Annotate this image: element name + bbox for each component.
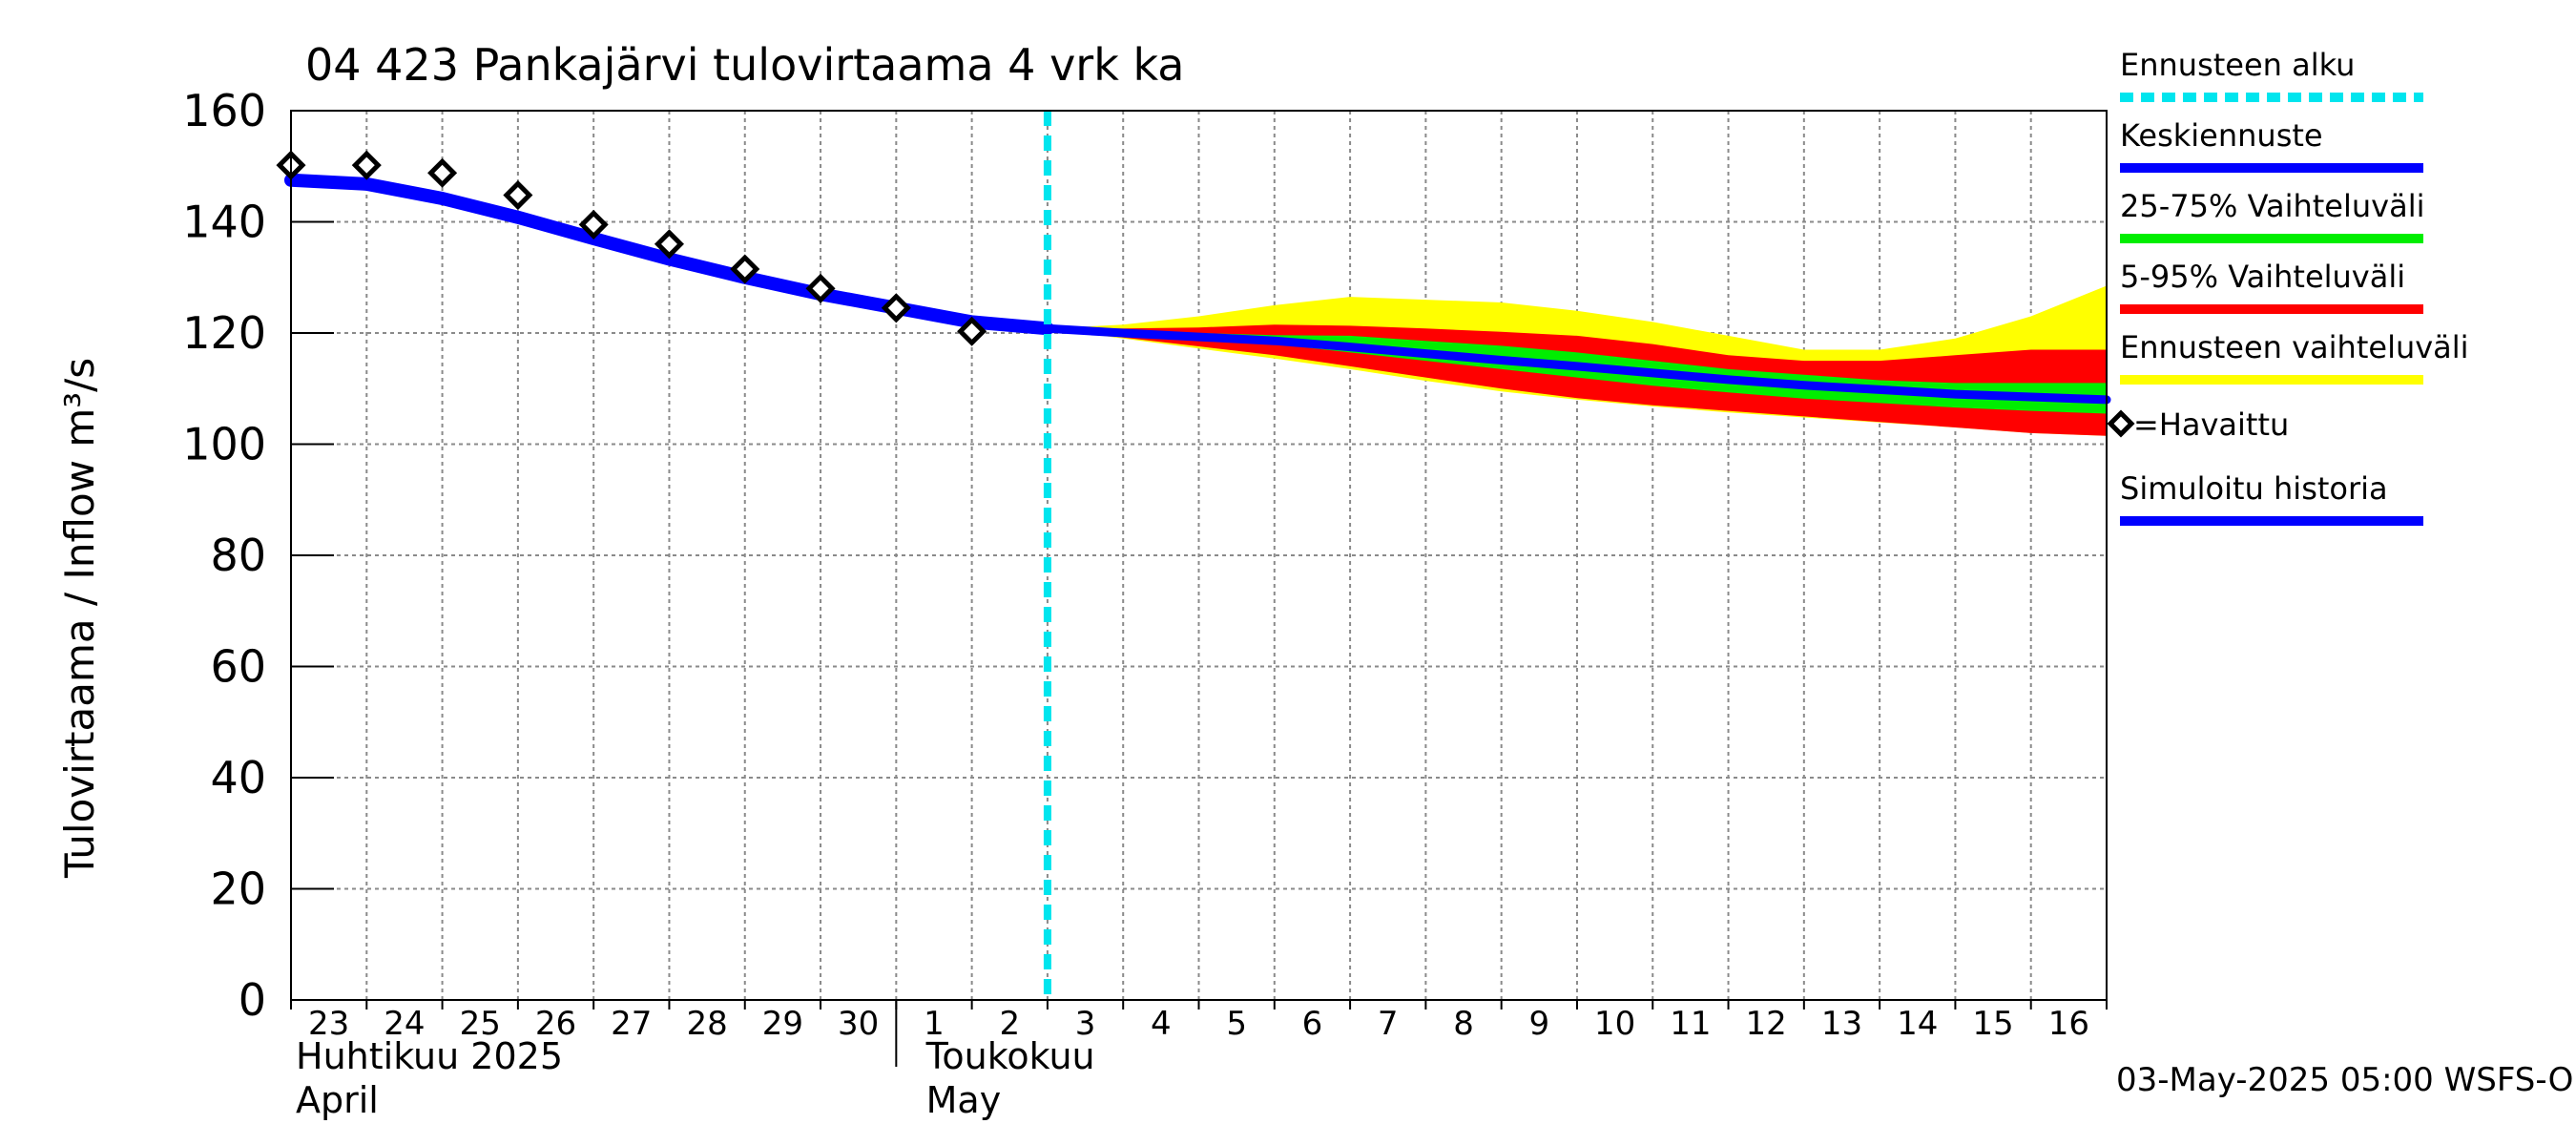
observed-point (578, 209, 609, 239)
plot-frame (290, 110, 2108, 1001)
month-label-fi: Toukokuu (925, 1035, 1095, 1077)
x-tick-label: 9 (1528, 1005, 1549, 1043)
grid (291, 110, 2107, 1000)
legend-label: 25-75% Vaihteluväli (2120, 188, 2424, 224)
month-label-en: April (296, 1079, 379, 1121)
x-tick-label: 1 (924, 1005, 945, 1043)
y-tick-label: 160 (182, 85, 266, 136)
month-label-en: May (926, 1079, 1002, 1121)
y-tick-label: 140 (182, 197, 266, 248)
observed-point (503, 180, 533, 211)
band-25-75 (1047, 328, 2107, 414)
observed-point (957, 316, 987, 346)
legend-label: Ennusteen alku (2120, 47, 2355, 83)
legend-label: Ennusteen vaihteluväli (2120, 329, 2469, 365)
x-tick-label: 16 (2048, 1005, 2089, 1043)
band-5-95 (1047, 324, 2107, 436)
x-tick-label: 11 (1670, 1005, 1711, 1043)
x-tick-label: 26 (535, 1005, 576, 1043)
y-tick-label: 60 (210, 641, 266, 693)
observed-point (427, 157, 458, 188)
legend-label: Simuloitu historia (2120, 470, 2388, 507)
legend-label: 5-95% Vaihteluväli (2120, 259, 2405, 295)
x-tick-label: 10 (1594, 1005, 1635, 1043)
x-tick-label: 25 (460, 1005, 501, 1043)
y-tick-label: 0 (239, 974, 266, 1026)
x-tick-label: 14 (1897, 1005, 1938, 1043)
x-tick-label: 8 (1453, 1005, 1474, 1043)
y-tick-label: 120 (182, 307, 266, 359)
series-lines (284, 111, 2111, 1000)
x-tick-label: 15 (1972, 1005, 2013, 1043)
x-tick-label: 29 (762, 1005, 803, 1043)
y-tick-label: 80 (210, 530, 266, 581)
forecast-bands (1047, 285, 2107, 436)
y-tick-label: 20 (210, 864, 266, 915)
legend-label: Keskiennuste (2120, 117, 2323, 154)
observed-point (805, 273, 836, 303)
x-tick-label: 3 (1075, 1005, 1096, 1043)
legend-label: =Havaittu (2133, 406, 2289, 443)
legend-marker (2107, 409, 2135, 438)
observed-point (351, 150, 382, 180)
x-tick-label: 30 (838, 1005, 879, 1043)
x-tick-label: 12 (1746, 1005, 1787, 1043)
y-tick-label: 100 (182, 419, 266, 470)
x-tick-label: 13 (1821, 1005, 1862, 1043)
x-tick-label: 28 (686, 1005, 727, 1043)
y-axis-label: Tulovirtaama / Inflow m³/s (56, 358, 103, 879)
x-tick-label: 24 (384, 1005, 425, 1043)
x-tick-label: 5 (1226, 1005, 1247, 1043)
observed-point (654, 229, 684, 260)
x-tick-label: 7 (1378, 1005, 1399, 1043)
month-label-fi: Huhtikuu 2025 (296, 1035, 563, 1077)
x-tick-label: 6 (1302, 1005, 1323, 1043)
chart-title: 04 423 Pankajärvi tulovirtaama 4 vrk ka (305, 39, 1184, 91)
legend: Ennusteen alku Keskiennuste 25-75% Vaihtel… (2107, 47, 2469, 526)
x-tick-label: 27 (611, 1005, 652, 1043)
x-tick-label: 23 (308, 1005, 349, 1043)
observed-point (730, 254, 760, 284)
simulated-history-line (284, 173, 1054, 336)
observed-point (881, 293, 911, 323)
median-forecast-line (1043, 323, 2111, 405)
x-tick-label: 4 (1151, 1005, 1172, 1043)
footer-timestamp: 03-May-2025 05:00 WSFS-O (2116, 1061, 2573, 1099)
y-tick-label: 40 (210, 752, 266, 803)
x-tick-label: 2 (999, 1005, 1020, 1043)
